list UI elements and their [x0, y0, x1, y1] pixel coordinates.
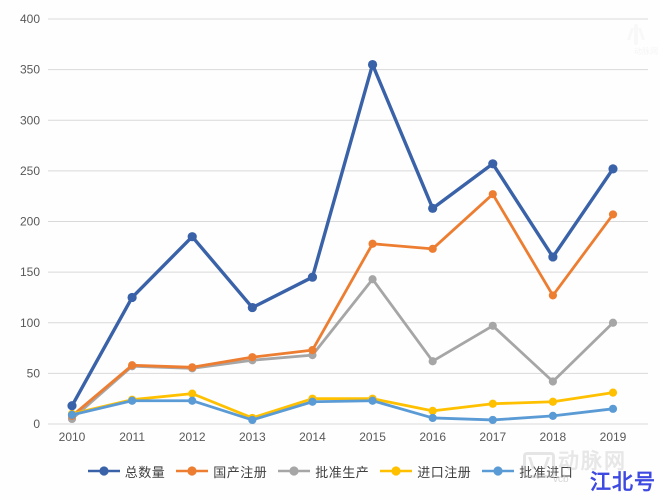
y-tick-label: 50	[27, 366, 41, 380]
legend-marker-icon	[278, 466, 311, 476]
series-point-1	[368, 239, 377, 248]
legend-label: 批准进口	[519, 464, 574, 480]
x-tick-label: 2019	[600, 430, 627, 444]
x-tick-label: 2018	[540, 430, 567, 444]
y-tick-label: 200	[20, 215, 40, 229]
y-tick-label: 150	[20, 265, 40, 279]
series-point-2	[548, 377, 557, 386]
series-point-3	[548, 397, 557, 406]
series-point-0	[187, 232, 197, 242]
series-point-1	[488, 190, 497, 199]
series-point-1	[548, 291, 557, 300]
legend-item-2: 批准生产	[277, 462, 369, 481]
series-line-3	[70, 391, 615, 420]
chart-legend: 总数量 国产注册 批准生产 进口注册 批准进口	[0, 456, 660, 486]
series-point-3	[428, 406, 437, 415]
series-point-3	[488, 399, 497, 408]
series-point-0	[488, 159, 498, 169]
x-tick-label: 2010	[59, 430, 86, 444]
series-point-2	[488, 321, 497, 330]
series-point-0	[428, 203, 438, 213]
y-tick-label: 0	[33, 417, 40, 431]
series-point-4	[67, 410, 77, 419]
series-line-1	[70, 192, 615, 418]
series-point-1	[308, 345, 317, 355]
series-point-2	[428, 357, 437, 366]
series-point-0	[608, 164, 618, 174]
series-point-4	[428, 413, 437, 423]
series-point-1	[128, 361, 137, 370]
series-point-0	[67, 401, 77, 411]
legend-label: 总数量	[124, 464, 166, 480]
series-point-1	[428, 244, 437, 253]
series-point-3	[608, 388, 618, 397]
series-point-1	[188, 363, 197, 372]
y-tick-label: 100	[20, 316, 40, 330]
x-tick-label: 2017	[479, 430, 506, 444]
series-point-4	[488, 415, 497, 425]
legend-item-0: 总数量	[87, 462, 166, 481]
series-point-1	[248, 353, 257, 362]
legend-label: 批准生产	[315, 464, 370, 480]
series-point-4	[248, 415, 257, 425]
x-tick-label: 2012	[179, 430, 206, 444]
legend-marker-icon	[87, 466, 120, 476]
y-tick-label: 400	[20, 12, 40, 26]
series-point-0	[247, 302, 257, 313]
series-point-4	[308, 397, 317, 406]
x-tick-label: 2013	[239, 430, 266, 444]
series-point-1	[608, 210, 618, 219]
legend-item-3: 进口注册	[379, 462, 471, 481]
series-point-4	[368, 396, 377, 405]
series-point-0	[307, 272, 318, 282]
legend-marker-icon	[482, 466, 515, 476]
series-point-3	[188, 389, 197, 398]
legend-label: 进口注册	[417, 464, 472, 480]
legend-marker-icon	[380, 466, 413, 476]
legend-item-1: 国产注册	[175, 462, 267, 481]
x-tick-label: 2011	[119, 430, 145, 444]
y-tick-label: 350	[20, 63, 40, 77]
series-line-4	[70, 399, 615, 422]
series-point-2	[608, 318, 618, 327]
series-point-4	[128, 396, 137, 405]
series-point-0	[548, 252, 558, 262]
series-point-2	[368, 275, 377, 284]
y-tick-label: 250	[20, 164, 40, 178]
y-tick-label: 300	[20, 113, 40, 127]
x-tick-label: 2015	[359, 430, 386, 444]
series-point-4	[548, 411, 557, 420]
series-point-0	[367, 59, 378, 70]
legend-marker-icon	[176, 466, 209, 476]
series-point-4	[188, 396, 197, 405]
x-tick-label: 2016	[419, 430, 446, 444]
series-line-0	[70, 62, 615, 408]
line-chart: 0 50 100 150 200 250 300 350 400 2010 2011 2012 2013…	[20, 12, 648, 444]
legend-label: 国产注册	[213, 464, 268, 480]
x-tick-label: 2014	[299, 430, 326, 444]
series-point-0	[127, 292, 137, 303]
series-point-4	[608, 404, 618, 413]
legend-item-4: 批准进口	[481, 462, 573, 481]
